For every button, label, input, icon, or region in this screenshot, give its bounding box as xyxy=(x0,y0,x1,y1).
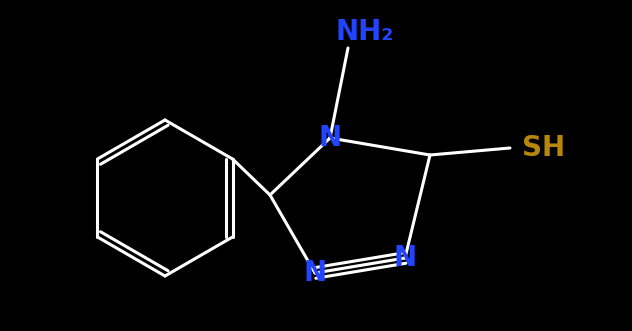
Text: N: N xyxy=(303,259,327,287)
Text: NH₂: NH₂ xyxy=(336,18,394,46)
Text: SH: SH xyxy=(522,134,565,162)
Text: N: N xyxy=(394,244,416,272)
Text: N: N xyxy=(319,124,341,152)
